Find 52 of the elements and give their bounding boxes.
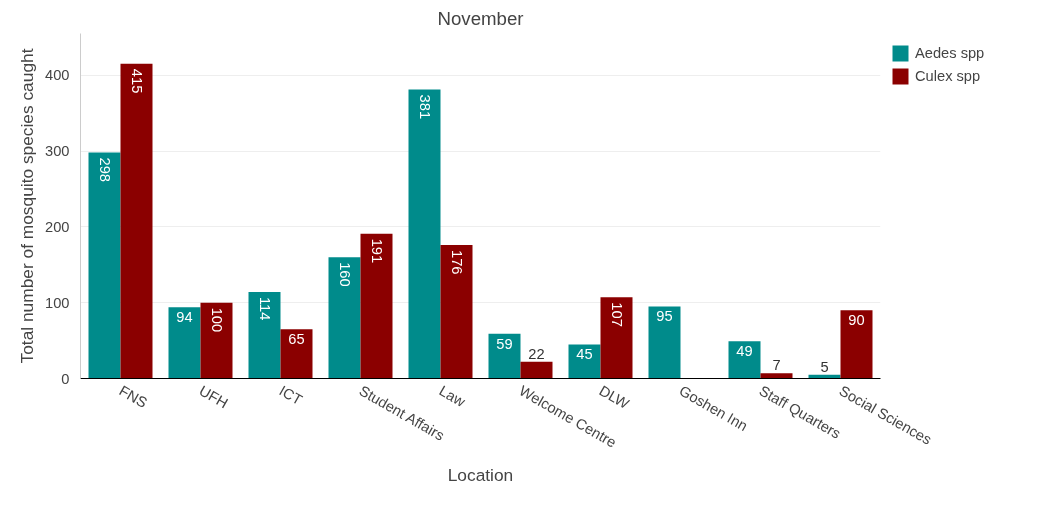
bar	[168, 307, 201, 379]
data-label: 45	[576, 346, 593, 363]
bar	[328, 257, 361, 379]
bar	[200, 302, 233, 379]
data-label: 176	[448, 250, 465, 275]
data-label: 381	[416, 94, 433, 120]
bar	[760, 373, 793, 379]
x-axis-title: Location	[447, 465, 514, 486]
bar	[728, 341, 761, 379]
data-label: 59	[496, 335, 513, 352]
x-tick-label: ICT	[276, 382, 305, 409]
bar	[280, 329, 313, 379]
bar	[488, 333, 521, 379]
y-tick-label: 200	[45, 218, 70, 235]
bar	[360, 233, 393, 379]
data-label: 94	[176, 309, 193, 326]
bar	[520, 361, 553, 379]
data-label: 114	[256, 297, 273, 321]
bar	[120, 63, 153, 379]
x-tick-label: UFH	[196, 382, 231, 412]
y-tick-label: 400	[45, 67, 70, 84]
bar	[568, 344, 601, 379]
data-label: 298	[96, 157, 113, 183]
y-tick-label: 100	[45, 294, 70, 311]
x-tick-label: DLW	[596, 382, 632, 413]
data-label: 49	[736, 343, 753, 360]
data-label: 160	[336, 262, 353, 287]
x-tick-label: FNS	[116, 382, 151, 412]
bar	[440, 245, 473, 379]
bar	[840, 310, 873, 379]
data-label: 65	[288, 331, 305, 348]
data-label: 100	[208, 307, 225, 333]
data-label: 5	[820, 358, 829, 375]
legend-label: Aedes spp	[915, 45, 985, 61]
data-label: 22	[528, 345, 545, 362]
data-label: 95	[656, 308, 673, 325]
y-tick-label: 300	[45, 143, 70, 160]
bar	[600, 297, 633, 379]
data-label: 107	[608, 302, 625, 327]
y-axis-title: Total number of mosquito species caught	[17, 48, 38, 364]
y-tick-label: 0	[61, 370, 70, 387]
x-tick-label: Law	[436, 382, 469, 411]
data-label: 415	[128, 68, 145, 94]
legend-label: Culex spp	[915, 68, 981, 84]
bar	[648, 306, 681, 379]
data-label: 90	[848, 312, 865, 329]
data-label: 191	[368, 238, 385, 264]
bar	[408, 89, 441, 379]
bar	[248, 292, 281, 379]
bar	[88, 152, 121, 379]
chart-title: November	[437, 7, 524, 29]
data-label: 7	[772, 357, 781, 374]
